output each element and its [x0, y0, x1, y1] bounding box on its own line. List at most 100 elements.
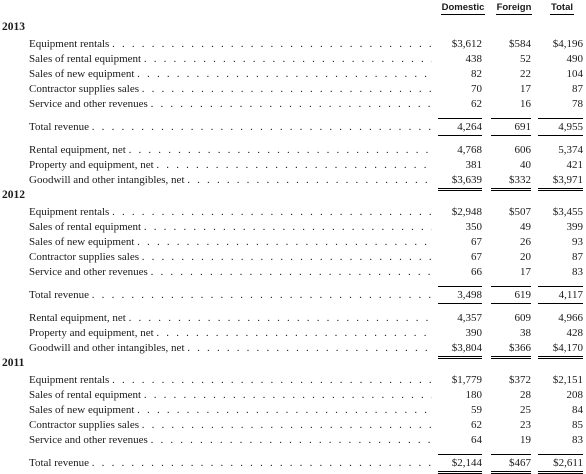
cell-total: $2,611 — [553, 457, 583, 469]
table-row: Property and equipment, net . . . . . . … — [0, 326, 586, 341]
cell-domestic: 390 — [465, 327, 483, 339]
cell-domestic: 4,357 — [457, 312, 482, 324]
cell-domestic: 350 — [465, 221, 483, 233]
leader-dots: . . . . . . . . . . . . . . . . . . . . … — [128, 312, 432, 324]
cell-total: $3,455 — [552, 206, 583, 218]
cell-foreign: 619 — [514, 289, 532, 301]
table-row: Contractor supplies sales . . . . . . . … — [0, 418, 586, 433]
table-row: Sales of new equipment . . . . . . . . .… — [0, 403, 586, 418]
table-row: Sales of rental equipment . . . . . . . … — [0, 220, 586, 235]
leader-dots: . . . . . . . . . . . . . . . . . . . . … — [141, 419, 432, 431]
row-label-text: Sales of rental equipment — [29, 53, 144, 65]
cell-total: 490 — [566, 53, 584, 65]
section-double-rule — [438, 358, 482, 359]
cell-domestic: $3,804 — [451, 342, 482, 354]
cell-domestic: $1,779 — [451, 374, 482, 386]
cell-foreign: $372 — [509, 374, 531, 386]
table-row: Sales of new equipment . . . . . . . . .… — [0, 67, 586, 82]
cell-domestic: $2,948 — [451, 206, 482, 218]
row-label-text: Sales of new equipment — [29, 404, 138, 416]
row-label: Sales of rental equipment . . . . . . . … — [29, 388, 432, 403]
leader-dots: . . . . . . . . . . . . . . . . . . . . … — [150, 98, 432, 110]
table-row: Sales of new equipment . . . . . . . . .… — [0, 235, 586, 250]
cell-total: 4,955 — [558, 121, 583, 133]
row-label-text: Rental equipment, net — [29, 312, 129, 324]
section-double-rule — [491, 190, 531, 191]
cell-foreign: 609 — [514, 312, 532, 324]
cell-foreign: 26 — [520, 236, 531, 248]
cell-total: 104 — [566, 68, 584, 80]
leader-dots: . . . . . . . . . . . . . . . . . . . . … — [187, 174, 432, 186]
table-row: Contractor supplies sales . . . . . . . … — [0, 82, 586, 97]
cell-foreign: 38 — [520, 327, 531, 339]
cell-foreign: 606 — [514, 144, 532, 156]
cell-foreign: 40 — [520, 159, 531, 171]
row-label: Goodwill and other intangibles, net . . … — [29, 173, 432, 188]
column-header-foreign: Foreign — [495, 2, 533, 15]
cell-domestic: 64 — [471, 434, 482, 446]
cell-foreign: $507 — [509, 206, 531, 218]
cell-total: 84 — [572, 404, 583, 416]
table-row: Rental equipment, net . . . . . . . . . … — [0, 311, 586, 326]
table-row: Total revenue . . . . . . . . . . . . . … — [0, 456, 586, 471]
row-label: Sales of rental equipment . . . . . . . … — [29, 220, 432, 235]
row-label: Service and other revenues . . . . . . .… — [29, 433, 432, 448]
leader-dots: . . . . . . . . . . . . . . . . . . . . … — [150, 266, 432, 278]
total-rule — [438, 303, 482, 304]
row-label-text: Service and other revenues — [29, 434, 151, 446]
row-label: Sales of new equipment . . . . . . . . .… — [29, 403, 432, 418]
row-label-text: Total revenue — [29, 457, 92, 469]
cell-foreign: 20 — [520, 251, 531, 263]
row-label: Sales of new equipment . . . . . . . . .… — [29, 67, 432, 82]
cell-domestic: 67 — [471, 236, 482, 248]
leader-dots: . . . . . . . . . . . . . . . . . . . . … — [143, 53, 432, 65]
section-double-rule — [438, 188, 482, 189]
row-label-text: Service and other revenues — [29, 266, 151, 278]
cell-total: 208 — [566, 389, 584, 401]
cell-total: 87 — [572, 83, 583, 95]
table-row: Rental equipment, net . . . . . . . . . … — [0, 143, 586, 158]
leader-dots: . . . . . . . . . . . . . . . . . . . . … — [112, 206, 432, 218]
row-label-text: Sales of rental equipment — [29, 221, 144, 233]
subtotal-rule — [438, 118, 482, 119]
cell-domestic: 67 — [471, 251, 482, 263]
column-header-total: Total — [550, 2, 574, 15]
leader-dots: . . . . . . . . . . . . . . . . . . . . … — [156, 327, 432, 339]
total-rule — [491, 303, 531, 304]
table-row: Equipment rentals . . . . . . . . . . . … — [0, 37, 586, 52]
table-row: Service and other revenues . . . . . . .… — [0, 433, 586, 448]
table-row: Property and equipment, net . . . . . . … — [0, 158, 586, 173]
leader-dots: . . . . . . . . . . . . . . . . . . . . … — [150, 434, 432, 446]
section-double-rule — [538, 190, 583, 191]
cell-domestic: $3,639 — [451, 174, 482, 186]
row-label: Rental equipment, net . . . . . . . . . … — [29, 311, 432, 326]
leader-dots: . . . . . . . . . . . . . . . . . . . . … — [137, 404, 432, 416]
table-row: Sales of rental equipment . . . . . . . … — [0, 52, 586, 67]
section-year: 2012 — [2, 189, 25, 201]
section-year: 2011 — [2, 357, 25, 369]
cell-total: 4,966 — [558, 312, 583, 324]
leader-dots: . . . . . . . . . . . . . . . . . . . . … — [143, 389, 432, 401]
row-label-text: Equipment rentals — [29, 374, 113, 386]
cell-total: 83 — [572, 266, 583, 278]
cell-domestic: $2,144 — [451, 457, 482, 469]
cell-total: 83 — [572, 434, 583, 446]
row-label: Contractor supplies sales . . . . . . . … — [29, 82, 432, 97]
cell-total: 4,117 — [558, 289, 583, 301]
cell-domestic: $3,612 — [451, 38, 482, 50]
row-label-text: Property and equipment, net — [29, 159, 157, 171]
section-double-rule — [538, 358, 583, 359]
cell-total: 87 — [572, 251, 583, 263]
leader-dots: . . . . . . . . . . . . . . . . . . . . … — [91, 121, 432, 133]
cell-domestic: 4,264 — [457, 121, 482, 133]
cell-domestic: 3,498 — [457, 289, 482, 301]
row-label: Contractor supplies sales . . . . . . . … — [29, 418, 432, 433]
row-label-text: Goodwill and other intangibles, net — [29, 174, 188, 186]
total-rule — [491, 135, 531, 136]
table-row: Service and other revenues . . . . . . .… — [0, 97, 586, 112]
leader-dots: . . . . . . . . . . . . . . . . . . . . … — [137, 68, 432, 80]
cell-total: 5,374 — [558, 144, 583, 156]
section-double-rule — [438, 190, 482, 191]
cell-domestic: 59 — [471, 404, 482, 416]
